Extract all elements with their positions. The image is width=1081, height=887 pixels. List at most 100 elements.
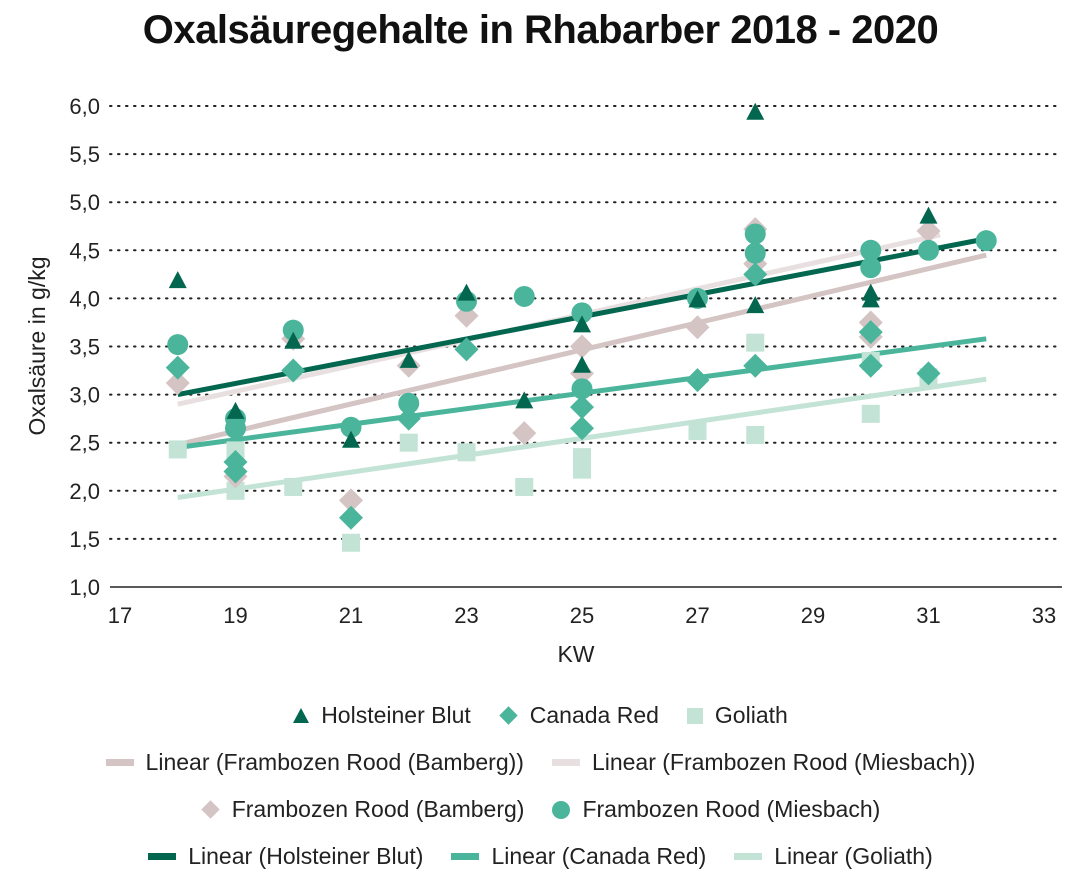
legend-line-icon [148,853,177,860]
legend-label: Linear (Frambozen Rood (Miesbach)) [591,749,976,775]
point-diamond [165,371,190,396]
point-diamond [570,395,594,420]
point-square [342,533,360,552]
point-triangle [746,102,765,120]
point-square [861,404,880,423]
legend-item: Linear (Holsteiner Blut) [148,843,423,870]
legend-label: Linear (Holsteiner Blut) [188,843,424,869]
y-tick-label: 2,5 [69,431,100,456]
point-diamond [281,358,306,383]
point-triangle [399,350,418,368]
point-diamond [743,262,768,287]
point-circle [513,285,535,307]
point-triangle [284,331,303,349]
point-triangle [861,290,880,308]
point-triangle [746,296,765,314]
point-diamond [916,219,941,244]
legend-label: Linear (Canada Red) [491,843,707,869]
y-tick-label: 2,0 [69,479,100,504]
legend-line-icon [734,853,763,860]
point-circle [282,319,304,341]
point-triangle [573,315,591,333]
point-diamond [743,353,768,378]
point-circle [975,230,997,252]
point-triangle [688,290,707,308]
point-circle [340,416,362,438]
legend-item: Holsteiner Blut [293,702,471,729]
legend-label: Linear (Goliath) [774,843,933,869]
legend-item: Frambozen Rood (Miesbach) [552,796,880,823]
x-tick-label: 25 [570,603,594,628]
point-circle [744,223,766,245]
point-diamond [512,421,537,446]
point-diamond [396,406,421,431]
point-square [226,481,245,500]
point-circle [398,392,420,414]
point-square [746,333,765,352]
point-diamond [454,337,479,362]
x-tick-label: 17 [108,603,132,628]
x-tick-label: 19 [223,603,247,628]
point-square [399,433,418,452]
point-square [168,440,187,459]
point-diamond [570,416,594,441]
y-tick-label: 1,5 [69,527,100,552]
legend-row: Holsteiner Blut Canada Red Goliath [0,692,1081,739]
legend-label: Linear (Frambozen Rood (Bamberg)) [145,749,524,775]
legend-item: Goliath [686,702,788,729]
point-circle [860,239,882,261]
square-icon [686,707,703,724]
legend-line-icon [451,853,480,860]
point-diamond [916,361,941,386]
y-tick-label: 5,5 [69,142,100,167]
legend-item: Linear (Goliath) [734,843,933,870]
point-triangle [573,355,591,373]
scatter-plot: 1,0 1,5 2,0 2,5 3,0 3,5 4,0 4,5 5,0 5,5 6,0 17 19 21… [24,94,1063,667]
point-triangle [168,271,187,289]
point-circle [860,257,882,279]
x-axis-ticks: 17 19 21 23 25 27 29 31 33 [108,603,1056,628]
point-circle [225,417,246,439]
diamond-icon [201,800,220,819]
x-tick-label: 23 [454,603,478,628]
x-tick-label: 33 [1032,603,1056,628]
point-square [284,477,303,496]
point-diamond [223,459,248,484]
y-tick-label: 1,0 [69,575,100,600]
legend-line-icon [551,759,580,766]
point-diamond [165,355,190,380]
point-diamond [858,353,883,378]
diamond-icon [499,706,518,725]
x-tick-label: 31 [916,603,940,628]
point-triangle [457,283,476,301]
point-circle [571,378,593,400]
legend-label: Holsteiner Blut [321,702,471,728]
point-circle [744,242,766,264]
point-triangle [515,391,534,409]
legend-row: Frambozen Rood (Bamberg) Frambozen Rood (… [0,786,1081,833]
y-axis-label: Oxalsäure in g/kg [24,257,50,436]
point-circle [571,302,593,324]
triangle-icon [293,708,310,723]
point-square [746,426,765,445]
x-axis-label: KW [557,641,594,667]
y-axis-ticks: 1,0 1,5 2,0 2,5 3,0 3,5 4,0 4,5 5,0 5,5 6,0 [69,94,100,600]
y-tick-label: 3,0 [69,383,100,408]
legend-item: Canada Red [499,702,659,729]
legend-label: Frambozen Rood (Bamberg) [231,796,525,822]
point-diamond [339,505,363,530]
point-diamond [570,334,594,359]
legend-item: Linear (Canada Red) [451,843,706,870]
legend-label: Frambozen Rood (Miesbach) [582,796,881,822]
y-tick-label: 4,5 [69,238,100,263]
point-square [688,422,707,441]
chart-title: Oxalsäuregehalte in Rhabarber 2018 - 202… [142,8,939,52]
legend: Holsteiner Blut Canada Red Goliath Linear (… [0,692,1081,880]
y-tick-label: 6,0 [69,94,100,119]
legend-item: Frambozen Rood (Bamberg) [201,796,525,823]
legend-row: Linear (Frambozen Rood (Bamberg)) Linear … [0,739,1081,786]
legend-row: Linear (Holsteiner Blut) Linear (Canada R… [0,833,1081,880]
data-points [165,102,997,552]
legend-line-icon [105,759,134,766]
point-square [457,443,476,462]
